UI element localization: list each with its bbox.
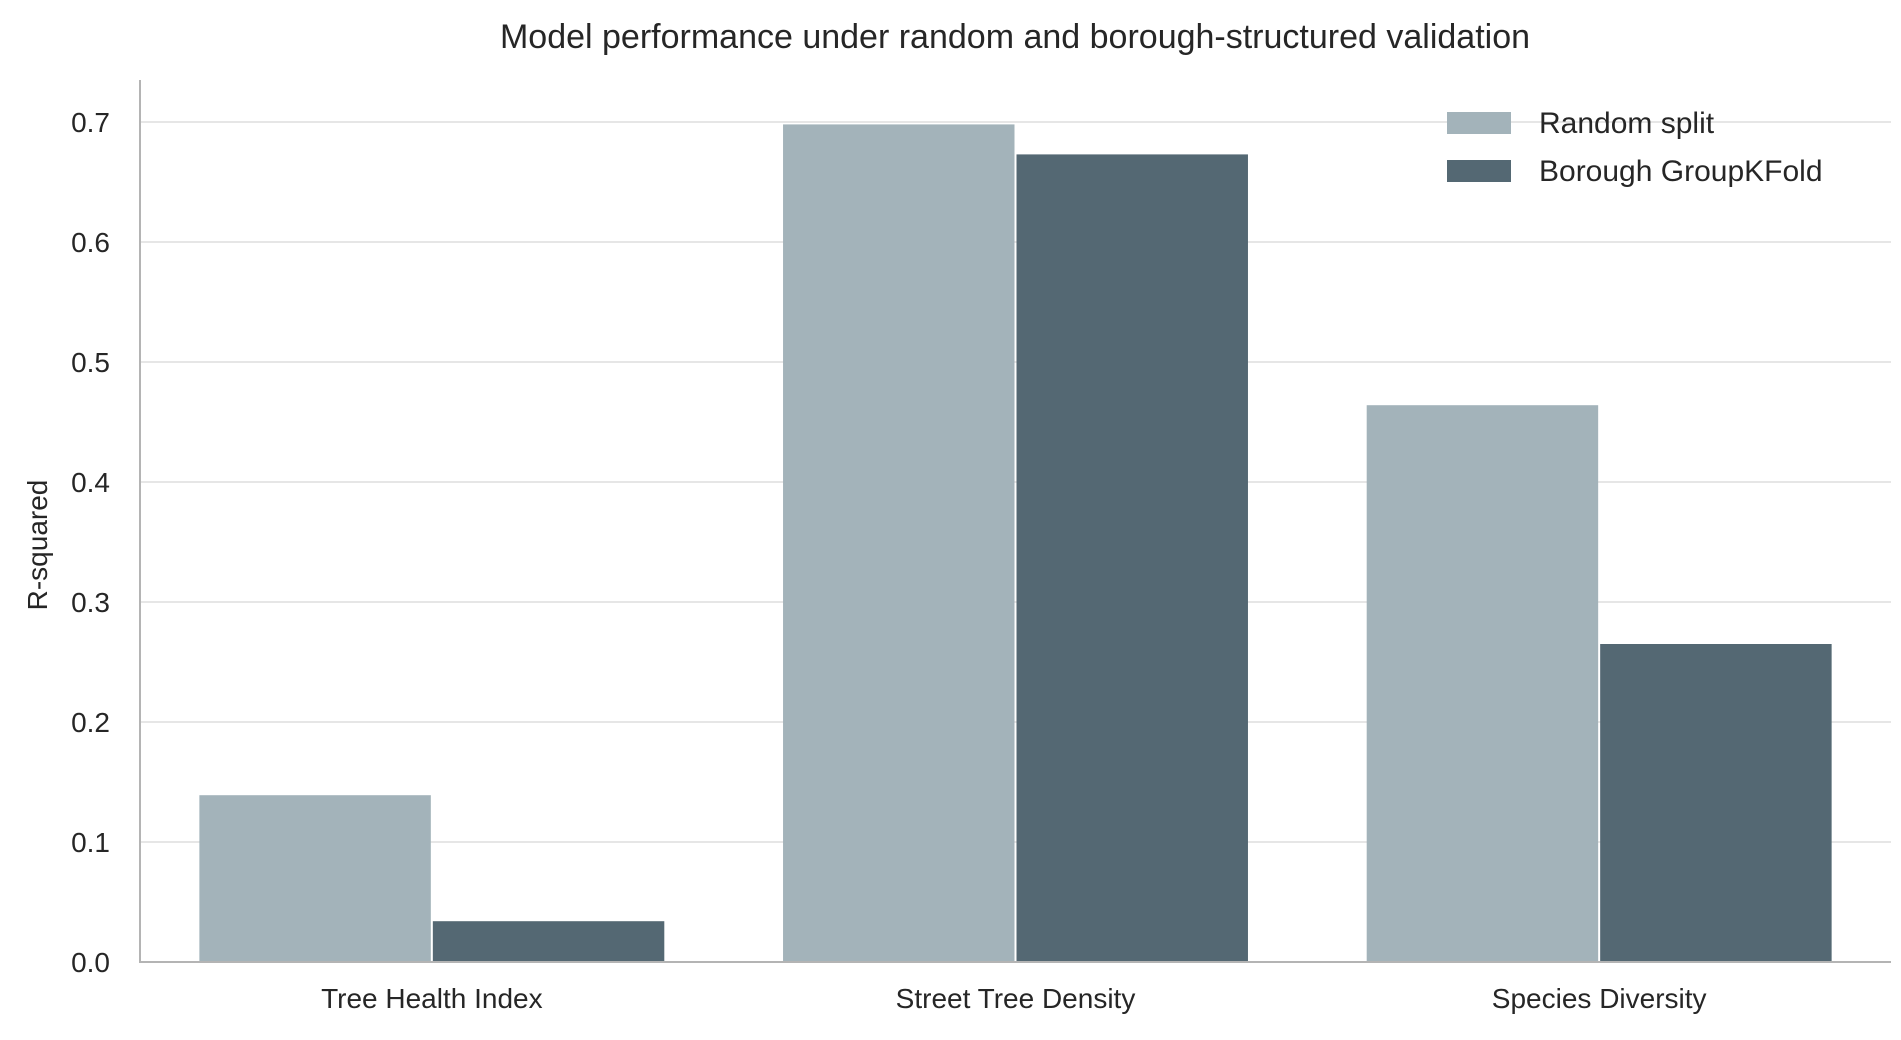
gridlines bbox=[140, 121, 1891, 843]
bar-random-split-species-diversity bbox=[1366, 405, 1599, 962]
x-tick-label: Street Tree Density bbox=[896, 983, 1136, 1014]
y-tick-label: 0.2 bbox=[71, 707, 110, 738]
legend-swatch bbox=[1447, 112, 1511, 134]
legend-label: Borough GroupKFold bbox=[1539, 155, 1823, 188]
bars bbox=[199, 124, 1832, 962]
y-tick-label: 0.0 bbox=[71, 947, 110, 978]
bar-borough-groupkfold-street-tree-density bbox=[1016, 154, 1248, 962]
x-tick-label: Tree Health Index bbox=[321, 983, 543, 1014]
bar-random-split-tree-health-index bbox=[199, 795, 431, 962]
bar-borough-groupkfold-species-diversity bbox=[1600, 644, 1832, 962]
y-tick-label: 0.5 bbox=[71, 347, 110, 378]
bar-random-split-street-tree-density bbox=[783, 124, 1015, 962]
y-tick-label: 0.1 bbox=[71, 827, 110, 858]
axes bbox=[139, 80, 1891, 963]
y-tick-label: 0.6 bbox=[71, 227, 110, 258]
legend-swatch bbox=[1447, 160, 1511, 182]
y-tick-labels: 0.0 0.1 0.2 0.3 0.4 0.5 0.6 0.7 bbox=[71, 107, 110, 978]
y-tick-label: 0.7 bbox=[71, 107, 110, 138]
x-tick-label: Species Diversity bbox=[1492, 983, 1707, 1014]
y-tick-label: 0.3 bbox=[71, 587, 110, 618]
chart-title: Model performance under random and borou… bbox=[500, 18, 1530, 56]
y-tick-label: 0.4 bbox=[71, 467, 110, 498]
legend: Random split Borough GroupKFold bbox=[1447, 107, 1823, 188]
bar-borough-groupkfold-tree-health-index bbox=[432, 921, 665, 962]
x-tick-labels: Tree Health Index Street Tree Density Spec… bbox=[321, 983, 1706, 1014]
y-axis-label: R-squared bbox=[22, 480, 53, 611]
legend-label: Random split bbox=[1539, 107, 1715, 140]
